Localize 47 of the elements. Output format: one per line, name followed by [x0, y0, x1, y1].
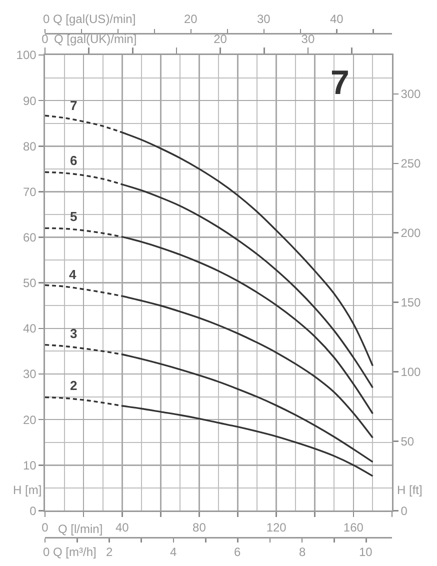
text: 40	[330, 12, 344, 26]
text: 6	[234, 545, 241, 559]
y-tick-label: 30	[22, 367, 37, 382]
y-tick-label: 100	[16, 48, 37, 62]
x-tick-label: 80	[192, 520, 206, 534]
y-tick-label: 10	[22, 458, 37, 472]
series-label: 2	[70, 378, 78, 393]
x-tick-label: 0	[42, 520, 49, 534]
series-label: 4	[69, 267, 77, 282]
y2-tick-label: 150	[400, 296, 422, 310]
x2-axis-title: Q [gal(UK)/min]	[54, 32, 137, 46]
text: 20	[184, 12, 198, 26]
series-label: 7	[70, 98, 78, 113]
y2-axis-title: H [ft]	[397, 483, 422, 497]
x2-tick-label: 0	[42, 32, 49, 46]
x-tick-label: 40	[115, 520, 130, 534]
y-tick-label: 80	[22, 139, 37, 154]
x2-tick-label: 30	[301, 32, 315, 46]
series-label: 5	[70, 209, 78, 224]
y2-tick-label: 100	[400, 365, 422, 379]
y-tick-label: 0	[30, 504, 37, 518]
text: 0 Q [m³/h]	[43, 545, 96, 559]
y-tick-label: 90	[22, 94, 37, 108]
text: 2	[106, 545, 113, 559]
series-label: 3	[70, 326, 78, 341]
text: 0 Q [gal(US)/min]	[43, 12, 136, 26]
x-tick-label: 160	[343, 520, 364, 534]
y2-tick-label: 300	[400, 87, 422, 102]
y2-tick-label: 250	[400, 156, 422, 171]
y2-tick-label: 50	[400, 434, 414, 448]
text: 10	[359, 545, 373, 559]
y-tick-label: 60	[22, 230, 37, 244]
y-tick-label: 50	[22, 276, 37, 290]
y-tick-label: 70	[22, 184, 37, 199]
y-axis-title: H [m]	[13, 483, 42, 497]
y2-tick-label: 0	[400, 504, 408, 518]
y2-tick-label: 200	[400, 226, 422, 240]
x-tick-label: 120	[266, 520, 287, 534]
y-tick-label: 20	[22, 412, 37, 427]
series-label: 6	[70, 153, 78, 168]
y-tick-label: 40	[22, 322, 37, 336]
text: 30	[257, 12, 271, 26]
x2-tick-label: 20	[214, 32, 228, 46]
chart-title: 7	[330, 64, 350, 102]
x-axis-title: Q [l/min]	[58, 522, 103, 536]
text: 8	[299, 545, 306, 559]
text: 4	[170, 545, 177, 559]
